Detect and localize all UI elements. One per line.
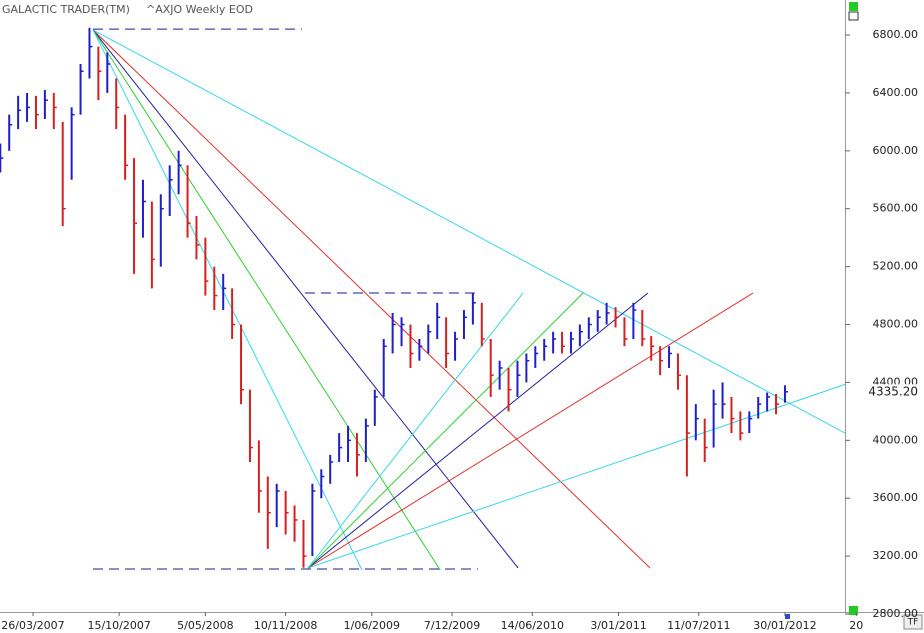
chart-subtitle: ^AXJO Weekly EOD xyxy=(146,3,253,16)
x-tick-label: 10/11/2008 xyxy=(254,619,317,632)
x-tick-label: 26/03/2007 xyxy=(1,619,64,632)
y-tick-label: 6000.00 xyxy=(873,144,919,157)
fan-line xyxy=(307,292,649,569)
fan-line xyxy=(307,292,584,569)
x-tick-label: 1/06/2009 xyxy=(344,619,400,632)
restore-icon[interactable] xyxy=(848,11,859,21)
x-tick-label: 3/01/2011 xyxy=(590,619,646,632)
scroll-handle[interactable] xyxy=(849,2,858,11)
y-tick-label: 4800.00 xyxy=(873,318,919,331)
fan-line xyxy=(92,29,363,571)
fan-line xyxy=(92,29,519,569)
tf-button[interactable] xyxy=(903,614,923,630)
x-tick-label: 30/01/2012 xyxy=(753,619,816,632)
last-price-box xyxy=(865,384,921,400)
scroll-handle[interactable] xyxy=(849,606,858,615)
y-tick-label: 6400.00 xyxy=(873,86,919,99)
last-price-label: 4335.20 xyxy=(868,384,918,398)
x-tick-label: 15/10/2007 xyxy=(87,619,150,632)
scroll-marker[interactable] xyxy=(785,614,790,619)
plot-area xyxy=(0,27,845,571)
y-tick-label: 4000.00 xyxy=(873,433,919,446)
y-tick-label: 3200.00 xyxy=(873,549,919,562)
y-tick-label: 5200.00 xyxy=(873,260,919,273)
y-tick-label: 3600.00 xyxy=(873,491,919,504)
y-tick-label: 5600.00 xyxy=(873,202,919,215)
x-tick-label: 20 xyxy=(849,619,863,632)
fan-line xyxy=(307,292,524,569)
x-tick-label: 5/05/2008 xyxy=(177,619,233,632)
fan-line xyxy=(307,292,754,569)
fan-line xyxy=(92,29,651,569)
x-tick-label: 11/07/2011 xyxy=(667,619,730,632)
fan-line xyxy=(92,29,441,571)
tf-label[interactable]: TF xyxy=(907,618,919,628)
x-tick-label: 7/12/2009 xyxy=(424,619,480,632)
y-tick-label: 6800.00 xyxy=(873,28,919,41)
x-tick-label: 14/06/2010 xyxy=(501,619,564,632)
y-tick-label: 2800.00 xyxy=(873,607,919,620)
chart-title: GALACTIC TRADER(TM) xyxy=(2,3,130,16)
fan-line xyxy=(92,29,845,434)
